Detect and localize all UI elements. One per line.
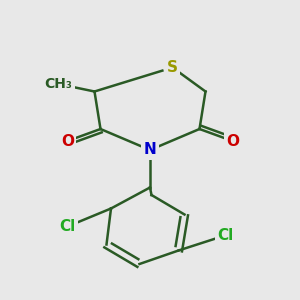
Text: O: O <box>226 134 239 148</box>
Text: S: S <box>167 60 178 75</box>
Text: Cl: Cl <box>217 228 233 243</box>
Text: N: N <box>144 142 156 158</box>
Text: CH₃: CH₃ <box>45 77 72 91</box>
Text: Cl: Cl <box>59 219 76 234</box>
Text: O: O <box>61 134 74 148</box>
